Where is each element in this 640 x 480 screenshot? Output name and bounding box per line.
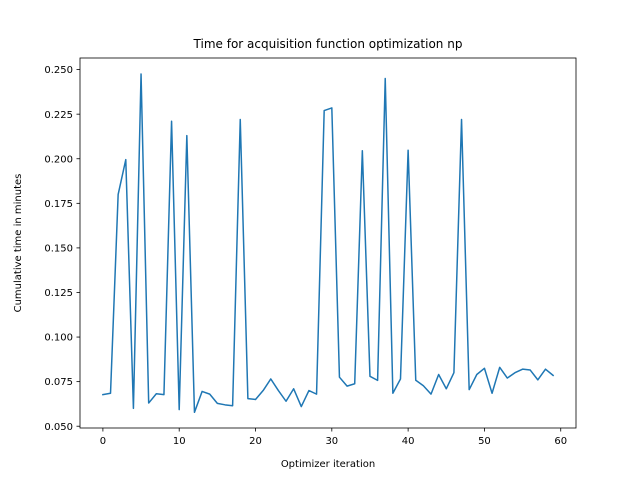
chart-title: Time for acquisition function optimizati… <box>193 37 463 51</box>
y-tick-label: 0.250 <box>44 65 73 76</box>
y-tick-label: 0.150 <box>44 244 73 255</box>
y-tick-label: 0.200 <box>44 154 73 165</box>
y-axis-label: Cumulative time in minutes <box>13 174 24 313</box>
x-tick-label: 30 <box>325 436 338 447</box>
y-tick-label: 0.175 <box>44 199 73 210</box>
y-tick-label: 0.050 <box>44 422 73 433</box>
x-tick-label: 60 <box>554 436 567 447</box>
x-axis-label: Optimizer iteration <box>281 459 375 470</box>
y-axis: 0.050 0.075 0.100 0.125 0.150 0.175 0.200 0.225… <box>44 65 80 433</box>
x-tick-label: 40 <box>402 436 415 447</box>
x-tick-label: 10 <box>173 436 186 447</box>
series-line-0 <box>102 73 555 414</box>
x-axis: 0 10 20 30 40 50 60 <box>100 428 567 447</box>
x-tick-label: 0 <box>100 436 106 447</box>
axes-frame <box>79 57 577 429</box>
x-tick-label: 50 <box>478 436 491 447</box>
y-tick-label: 0.075 <box>44 377 73 388</box>
plot-area <box>102 73 555 414</box>
y-tick-label: 0.225 <box>44 110 73 121</box>
y-tick-label: 0.100 <box>44 333 73 344</box>
y-tick-label: 0.125 <box>44 288 73 299</box>
x-tick-label: 20 <box>249 436 262 447</box>
